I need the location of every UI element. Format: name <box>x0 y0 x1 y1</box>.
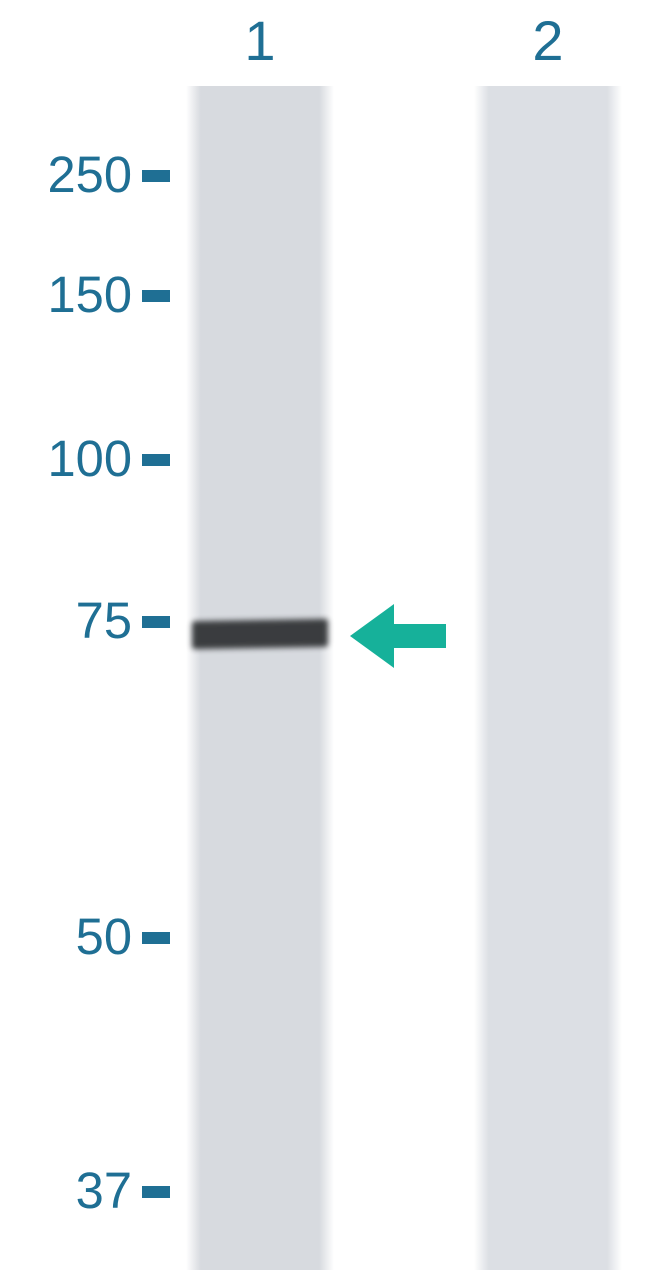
mw-tick-250 <box>142 170 170 182</box>
lane-1-header: 1 <box>186 8 334 73</box>
mw-tick-100 <box>142 454 170 466</box>
band-75kda <box>192 619 328 649</box>
mw-tick-37 <box>142 1186 170 1198</box>
lane-1: 1 <box>186 0 334 1270</box>
lane-strip <box>474 86 622 1270</box>
mw-label-250: 250 <box>47 145 132 204</box>
lane-2-header: 2 <box>474 8 622 73</box>
mw-tick-50 <box>142 932 170 944</box>
lane-strip <box>186 86 334 1270</box>
mw-label-100: 100 <box>47 429 132 488</box>
mw-label-150: 150 <box>47 265 132 324</box>
mw-label-75: 75 <box>76 591 132 650</box>
mw-label-50: 50 <box>76 907 132 966</box>
mw-tick-75 <box>142 616 170 628</box>
mw-tick-150 <box>142 290 170 302</box>
band-arrow-icon <box>350 604 446 668</box>
lane-2: 2 <box>474 0 622 1270</box>
mw-label-37: 37 <box>76 1161 132 1220</box>
blot-figure: 1 2 250 150 100 75 50 37 <box>0 0 650 1270</box>
